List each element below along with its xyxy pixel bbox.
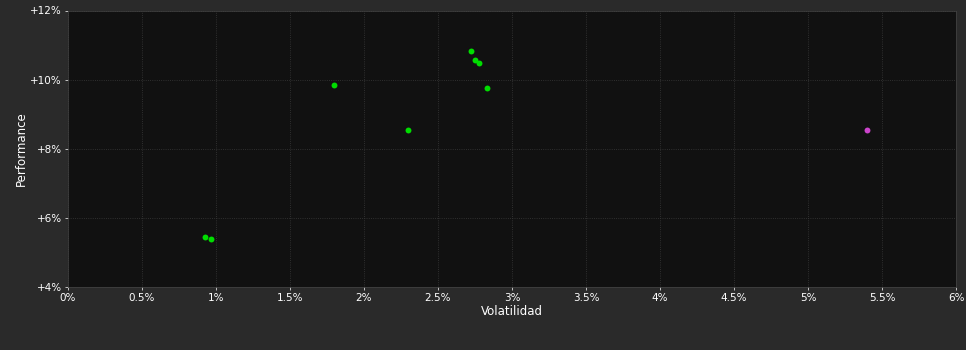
Point	[327, 82, 342, 88]
Point	[468, 57, 483, 62]
Point	[479, 85, 495, 90]
Point	[401, 127, 416, 133]
Point	[204, 237, 219, 242]
Point	[198, 234, 213, 240]
Point	[860, 127, 875, 133]
X-axis label: Volatilidad: Volatilidad	[481, 305, 543, 318]
Point	[471, 60, 487, 66]
Point	[463, 49, 478, 54]
Y-axis label: Performance: Performance	[14, 111, 28, 186]
